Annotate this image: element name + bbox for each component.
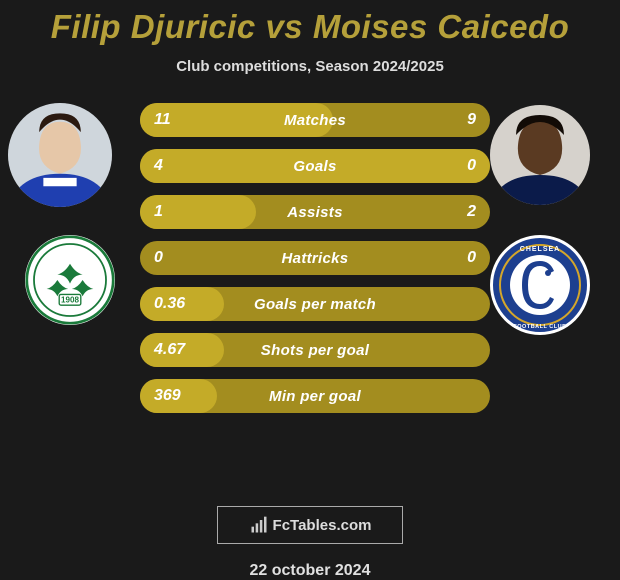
page-title: Filip Djuricic vs Moises Caicedo [51,8,570,46]
stat-label: Hattricks [282,250,349,267]
stat-left-value: 1 [154,203,163,221]
comparison-area: 1908 CHELSEA FOOTBALL CLUB 11Matches94Go… [0,103,620,166]
stat-right-value: 0 [467,157,476,175]
stat-row-goals: 4 Goals 0 [140,149,490,183]
stat-left-value: 369 [154,387,181,405]
stat-right-value: 0 [467,249,476,267]
player2-avatar [490,105,590,205]
stat-right-value: 9 [467,111,476,129]
source-logo: FcTables.com [217,506,403,544]
svg-text:CHELSEA: CHELSEA [520,246,560,253]
stat-left-value: 4.67 [154,341,185,359]
stat-row-matches: 11 Matches 9 [140,103,490,137]
stat-left-value: 0 [154,249,163,267]
stat-label: Matches [284,112,346,129]
player1-avatar [8,103,112,207]
stat-row-shots-per-goal: 4.67 Shots per goal [140,333,490,367]
svg-text:FOOTBALL CLUB: FOOTBALL CLUB [513,324,566,330]
stat-label: Min per goal [269,388,361,405]
stat-row-hattricks: 0 Hattricks 0 [140,241,490,275]
stat-left-value: 4 [154,157,163,175]
stat-row-assists: 1 Assists 2 [140,195,490,229]
stat-right-value: 2 [467,203,476,221]
source-label: FcTables.com [273,517,372,534]
subtitle: Club competitions, Season 2024/2025 [176,58,444,75]
stat-label: Shots per goal [261,342,369,359]
svg-text:1908: 1908 [61,296,79,305]
stat-left-value: 11 [154,111,171,129]
date-label: 22 october 2024 [250,562,371,580]
stat-label: Goals per match [254,296,376,313]
stat-label: Assists [287,204,342,221]
stat-label: Goals [293,158,336,175]
player1-club-badge: 1908 [25,235,115,325]
stat-left-value: 0.36 [154,295,185,313]
stat-row-min-per-goal: 369 Min per goal [140,379,490,413]
player2-club-badge: CHELSEA FOOTBALL CLUB [490,235,590,335]
chart-icon [249,515,269,535]
stat-row-goals-per-match: 0.36 Goals per match [140,287,490,321]
stat-bars: 11 Matches 9 4 Goals 0 1 Assists 2 0 Hattricks 0 0.3… [140,103,490,413]
